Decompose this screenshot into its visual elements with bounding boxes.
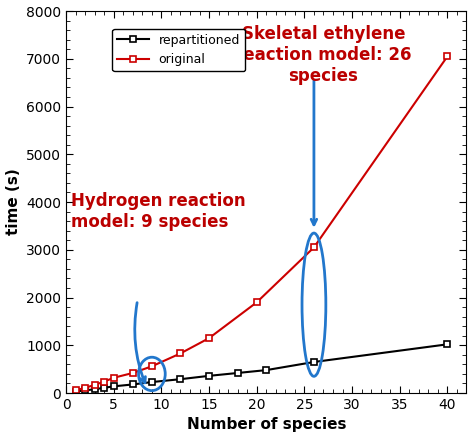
original <box>445 54 450 59</box>
original <box>177 351 183 356</box>
repartitioned <box>111 384 117 389</box>
original <box>311 245 317 250</box>
repartitioned <box>206 373 212 378</box>
Text: Hydrogen reaction
model: 9 species: Hydrogen reaction model: 9 species <box>71 192 245 231</box>
repartitioned <box>445 342 450 347</box>
Text: Skeletal ethylene
reaction model: 26
species: Skeletal ethylene reaction model: 26 spe… <box>235 25 412 85</box>
repartitioned <box>73 389 78 394</box>
repartitioned <box>177 377 183 382</box>
original <box>82 385 88 390</box>
repartitioned <box>149 379 155 385</box>
repartitioned <box>263 367 269 373</box>
repartitioned <box>82 388 88 393</box>
repartitioned <box>311 359 317 364</box>
original <box>254 300 260 305</box>
original <box>149 364 155 369</box>
Legend: repartitioned, original: repartitioned, original <box>112 29 245 71</box>
X-axis label: Number of species: Number of species <box>186 417 346 432</box>
repartitioned <box>92 387 98 392</box>
Y-axis label: time (s): time (s) <box>6 169 21 235</box>
repartitioned <box>101 385 107 390</box>
Line: repartitioned: repartitioned <box>72 341 451 395</box>
original <box>206 336 212 341</box>
repartitioned <box>130 382 135 387</box>
original <box>92 382 98 388</box>
original <box>130 371 135 376</box>
original <box>73 388 78 393</box>
repartitioned <box>235 371 241 376</box>
original <box>101 379 107 384</box>
Line: original: original <box>72 53 451 394</box>
original <box>111 375 117 380</box>
